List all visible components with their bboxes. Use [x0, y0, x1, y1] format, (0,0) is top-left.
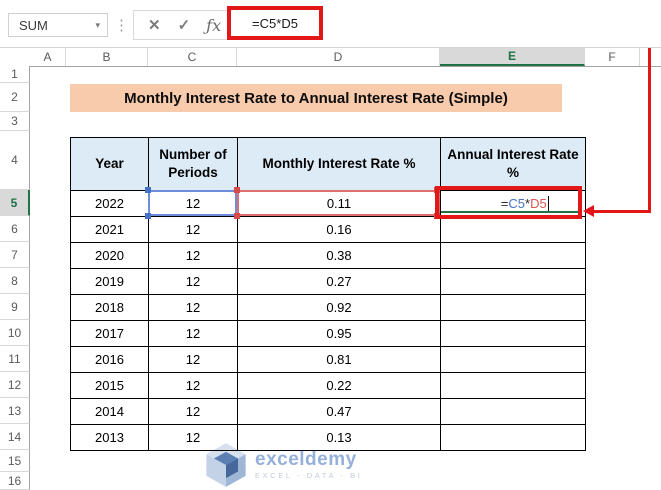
connector-line — [648, 20, 651, 213]
column-header-f[interactable]: F — [585, 48, 640, 66]
cell-annual[interactable] — [441, 295, 586, 321]
watermark: exceldemy EXCEL - DATA - BI — [203, 440, 463, 490]
active-cell-green-border — [441, 211, 580, 213]
cell-monthly[interactable]: 0.92 — [238, 295, 441, 321]
cell-periods[interactable]: 12 — [149, 243, 238, 269]
row-header-12[interactable]: 12 — [0, 372, 30, 398]
cell-year[interactable]: 2019 — [71, 269, 149, 295]
column-header-e-selected[interactable]: E — [440, 48, 585, 66]
cell-year[interactable]: 2020 — [71, 243, 149, 269]
cell-year[interactable]: 2017 — [71, 321, 149, 347]
formula-operator: * — [525, 196, 531, 211]
watermark-tagline: EXCEL - DATA - BI — [255, 471, 363, 480]
table-header-periods[interactable]: Number of Periods — [149, 138, 238, 191]
row-header-11[interactable]: 11 — [0, 346, 30, 372]
cell-year[interactable]: 2014 — [71, 399, 149, 425]
cell-periods[interactable]: 12 — [149, 399, 238, 425]
cell-monthly[interactable]: 0.81 — [238, 347, 441, 373]
name-box-value: SUM — [19, 17, 48, 33]
formula-bar-separator-dots-icon: ⋮ — [114, 17, 129, 34]
cell-annual[interactable] — [441, 321, 586, 347]
row-header-7[interactable]: 7 — [0, 242, 30, 268]
row-header-16[interactable]: 16 — [0, 472, 30, 490]
cell-annual[interactable] — [441, 373, 586, 399]
cell-annual[interactable] — [441, 243, 586, 269]
cell-periods[interactable]: 12 — [149, 321, 238, 347]
row-header-14[interactable]: 14 — [0, 424, 30, 450]
cell-annual[interactable] — [441, 217, 586, 243]
watermark-brand: exceldemy — [255, 449, 357, 470]
blue-handle-icon[interactable] — [145, 213, 151, 219]
cell-annual[interactable] — [441, 425, 586, 451]
cell-periods[interactable]: 12 — [149, 269, 238, 295]
cell-annual[interactable] — [441, 269, 586, 295]
cell-monthly[interactable]: 0.22 — [238, 373, 441, 399]
column-header-a[interactable]: A — [30, 48, 66, 66]
cell-year[interactable]: 2016 — [71, 347, 149, 373]
row-header-13[interactable]: 13 — [0, 398, 30, 424]
cell-year[interactable]: 2015 — [71, 373, 149, 399]
cell-periods[interactable]: 12 — [149, 425, 238, 451]
data-table: Year Number of Periods Monthly Interest … — [70, 137, 586, 451]
exceldemy-logo-cube-icon — [206, 443, 246, 487]
page-title: Monthly Interest Rate to Annual Interest… — [124, 89, 508, 107]
cell-monthly[interactable]: 0.13 — [238, 425, 441, 451]
column-header-b[interactable]: B — [66, 48, 148, 66]
row-header-1[interactable]: 1 — [0, 66, 30, 83]
row-header-8[interactable]: 8 — [0, 268, 30, 294]
name-box-dropdown-icon[interactable]: ▾ — [95, 19, 100, 30]
red-handle-icon[interactable] — [234, 213, 240, 219]
row-header-4[interactable]: 4 — [0, 131, 30, 190]
cell-d5-monthly[interactable]: 0.11 — [238, 191, 441, 217]
arrowhead-to-cell-icon — [583, 205, 594, 217]
row-header-15[interactable]: 15 — [0, 450, 30, 472]
connector-line — [593, 210, 651, 213]
cell-monthly[interactable]: 0.47 — [238, 399, 441, 425]
column-header-c[interactable]: C — [148, 48, 237, 66]
formula-ref2: D5 — [530, 196, 547, 211]
cell-monthly[interactable]: 0.38 — [238, 243, 441, 269]
cell-monthly[interactable]: 0.16 — [238, 217, 441, 243]
cell-year[interactable]: 2013 — [71, 425, 149, 451]
title-banner: Monthly Interest Rate to Annual Interest… — [70, 84, 562, 112]
cell-year[interactable]: 2018 — [71, 295, 149, 321]
cell-periods[interactable]: 12 — [149, 295, 238, 321]
cell-monthly[interactable]: 0.27 — [238, 269, 441, 295]
table-header-year[interactable]: Year — [71, 138, 149, 191]
cell-b5-year[interactable]: 2022 — [71, 191, 149, 217]
row-header-10[interactable]: 10 — [0, 320, 30, 346]
enter-icon[interactable]: ✓ — [177, 17, 191, 34]
column-header-strip: A B C D E F — [0, 48, 661, 67]
row-header-2[interactable]: 2 — [0, 83, 30, 112]
cancel-icon[interactable]: ✕ — [148, 17, 161, 34]
column-header-d[interactable]: D — [237, 48, 440, 66]
formula-bar-region: SUM ▾ ⋮ ✕ ✓ ƒx =C5*D5 — [0, 0, 661, 48]
cell-year[interactable]: 2021 — [71, 217, 149, 243]
formula-ref1: C5 — [508, 196, 526, 211]
cell-periods[interactable]: 12 — [149, 373, 238, 399]
cell-periods[interactable]: 12 — [149, 217, 238, 243]
cell-periods[interactable]: 12 — [149, 347, 238, 373]
cell-annual[interactable] — [441, 347, 586, 373]
red-handle-icon[interactable] — [234, 187, 240, 193]
text-cursor — [547, 196, 550, 211]
insert-function-icon[interactable]: ƒx — [206, 15, 222, 35]
row-header-6[interactable]: 6 — [0, 216, 30, 242]
row-header-5-selected[interactable]: 5 — [0, 190, 30, 216]
formula-input[interactable]: =C5*D5 — [252, 15, 298, 31]
cell-annotation-box — [435, 186, 582, 219]
cell-c5-periods[interactable]: 12 — [149, 191, 238, 217]
table-header-annual[interactable]: Annual Interest Rate % — [441, 138, 586, 191]
cell-annual[interactable] — [441, 399, 586, 425]
blue-handle-icon[interactable] — [145, 187, 151, 193]
formula-equals: = — [500, 196, 509, 211]
cell-monthly[interactable]: 0.95 — [238, 321, 441, 347]
formula-annotation-box: =C5*D5 — [227, 6, 323, 40]
row-header-3[interactable]: 3 — [0, 112, 30, 131]
row-header-9[interactable]: 9 — [0, 294, 30, 320]
name-box[interactable]: SUM ▾ — [8, 13, 108, 37]
table-header-monthly[interactable]: Monthly Interest Rate % — [238, 138, 441, 191]
